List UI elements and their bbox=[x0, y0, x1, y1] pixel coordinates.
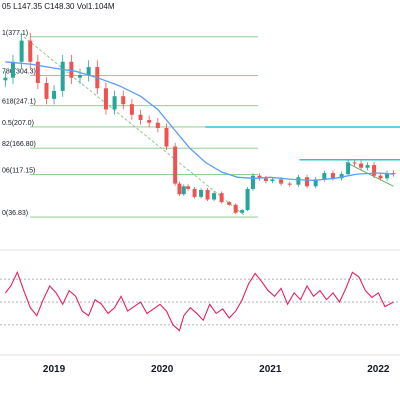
candle-body bbox=[330, 173, 335, 179]
fib-level-label: 82(166.80) bbox=[2, 141, 36, 148]
candle-body bbox=[19, 40, 24, 62]
candle-body bbox=[69, 61, 74, 78]
x-tick-label: 2021 bbox=[259, 364, 282, 375]
candle-body bbox=[155, 122, 160, 128]
candle-body bbox=[164, 128, 169, 147]
candle-body bbox=[359, 163, 364, 168]
x-tick-label: 2020 bbox=[151, 364, 174, 375]
x-axis: 2019 2020 2021 2022 bbox=[0, 354, 400, 375]
candle-body bbox=[296, 177, 301, 185]
candle-body bbox=[212, 193, 217, 200]
candle-body bbox=[199, 189, 204, 197]
candle-body bbox=[52, 90, 57, 99]
candle-body bbox=[186, 186, 191, 189]
candle-body bbox=[35, 61, 40, 83]
candle-body bbox=[181, 186, 186, 195]
candle-body bbox=[240, 210, 245, 213]
candle-body bbox=[78, 75, 82, 78]
candle-body bbox=[138, 114, 143, 121]
candle-body bbox=[86, 67, 91, 76]
candle-body bbox=[103, 88, 108, 110]
candle-body bbox=[173, 146, 178, 184]
moving-average bbox=[5, 61, 394, 182]
candle-body bbox=[233, 204, 238, 213]
candle-body bbox=[147, 120, 152, 123]
candle-body bbox=[270, 179, 275, 181]
fib-retracement: 1(377.1) 786(304.3) 618(247.1) 0.5(207.0) 82… bbox=[2, 30, 258, 218]
candle-body bbox=[192, 188, 197, 197]
candle-body bbox=[263, 178, 268, 181]
candle-body bbox=[121, 96, 126, 105]
candle-body bbox=[28, 40, 33, 62]
candle-body bbox=[352, 162, 357, 164]
candle-body bbox=[378, 175, 383, 179]
moving-average-line bbox=[5, 61, 394, 182]
candle-body bbox=[287, 183, 292, 185]
fib-level-label: 618(247.1) bbox=[2, 99, 36, 106]
fib-level-label: 0(36.83) bbox=[2, 210, 28, 217]
fib-level-label: 786(304.3) bbox=[2, 68, 36, 75]
candle-body bbox=[205, 189, 210, 200]
fib-level-label: 1(377.1) bbox=[2, 30, 28, 37]
candle-body bbox=[305, 177, 310, 187]
candle-body bbox=[365, 165, 370, 168]
candle-body bbox=[346, 162, 351, 175]
trend-line bbox=[23, 36, 394, 216]
candle-body bbox=[372, 165, 377, 176]
oscillator-pane bbox=[0, 249, 400, 332]
candle-body bbox=[322, 173, 327, 180]
candle-body bbox=[44, 82, 49, 99]
candle-body bbox=[279, 179, 284, 184]
x-tick-label: 2019 bbox=[43, 364, 66, 375]
candle-body bbox=[129, 104, 134, 115]
candle-body bbox=[250, 175, 255, 189]
candlesticks bbox=[3, 32, 396, 214]
candle-body bbox=[257, 175, 262, 179]
candle-body bbox=[339, 174, 344, 179]
candle-body bbox=[219, 193, 224, 203]
fib-level-label: 06(117.15) bbox=[2, 168, 35, 175]
oscillator-line bbox=[4, 270, 394, 332]
trend-line-recent bbox=[345, 162, 394, 187]
x-tick-label: 2022 bbox=[367, 364, 390, 375]
resistance-lines bbox=[205, 126, 400, 161]
candle-body bbox=[227, 202, 232, 205]
candle-body bbox=[10, 61, 15, 78]
ohlc-readout: 05 L147.35 C148.30 Vol1.104M bbox=[2, 2, 115, 11]
trend-line-dashed bbox=[23, 36, 245, 216]
fib-level-label: 0.5(207.0) bbox=[2, 120, 34, 127]
candle-body bbox=[245, 188, 250, 211]
candle-body bbox=[112, 96, 117, 110]
candle-body bbox=[3, 77, 8, 81]
candle-body bbox=[60, 61, 65, 91]
candle-body bbox=[385, 173, 390, 179]
candle-body bbox=[177, 183, 182, 195]
candle-body bbox=[313, 179, 318, 187]
